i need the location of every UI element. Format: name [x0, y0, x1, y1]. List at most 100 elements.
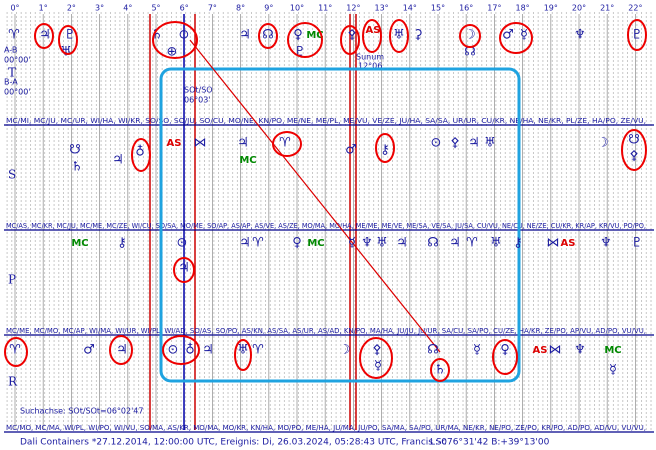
footer: Dali Containers *27.12.2014, 12:00:00 UT… — [20, 438, 447, 448]
planet-glyph: ♆ — [361, 236, 373, 251]
highlight-circle — [131, 138, 151, 172]
aspect-list: MC/ME, MC/MO, MC/AP, WI/MA, WI/UR, WI/PL… — [6, 327, 646, 335]
highlight-circle — [109, 335, 133, 365]
degree-label: 0° — [10, 4, 19, 13]
planet-glyph: ♂ — [83, 343, 95, 358]
degree-label: 18° — [516, 4, 530, 13]
planet-glyph: ♁ — [185, 343, 195, 358]
note: 06°03' — [184, 96, 211, 105]
planet-glyph: ♈ — [8, 28, 20, 43]
planet-glyph: ♈ — [252, 343, 264, 358]
planet-glyph: ☋ — [628, 133, 640, 148]
planet-glyph: AS — [561, 238, 576, 249]
highlight-circle — [621, 129, 647, 171]
planet-glyph: MC — [604, 345, 621, 356]
planet-glyph: ☿ — [374, 359, 382, 374]
planet-glyph: ♃ — [237, 136, 249, 151]
degree-label: 10° — [290, 4, 304, 13]
degree-label: 17° — [487, 4, 501, 13]
highlight-circle — [389, 19, 409, 53]
note: 00°00' — [4, 56, 31, 65]
planet-glyph: MC — [71, 238, 88, 249]
planet-glyph: ♇ — [64, 28, 76, 43]
planet-glyph: ♃ — [449, 236, 461, 251]
coords: L:-076°31'42 B:+39°13'00 — [430, 438, 550, 448]
planet-glyph: ♃ — [39, 28, 51, 43]
planet-glyph: ⚷ — [380, 143, 390, 158]
planet-glyph: ⊙ — [431, 136, 442, 151]
planet-glyph: ♄ — [434, 363, 446, 378]
planet-glyph: ♃ — [468, 136, 480, 151]
degree-label: 7° — [208, 4, 217, 13]
degree-label: 20° — [572, 4, 586, 13]
highlight-circle — [258, 23, 278, 49]
planet-glyph: AS — [533, 345, 548, 356]
note: 00°00' — [4, 88, 31, 97]
planet-glyph: ♃ — [202, 343, 214, 358]
planet-glyph: ♅ — [393, 28, 405, 43]
degree-label: 11° — [318, 4, 332, 13]
aspect-list: MC/AS, MC/KR, MC/JU, MC/ME, MC/ZE, WI/CU… — [6, 222, 646, 230]
highlight-circle — [499, 22, 533, 54]
planet-glyph: ♇ — [631, 236, 643, 251]
planet-glyph: ♀ — [293, 28, 303, 43]
planet-glyph: ♈ — [9, 343, 21, 358]
planet-glyph: ♄ — [151, 28, 163, 43]
degree-label: 21° — [600, 4, 614, 13]
planet-glyph: ♆ — [574, 28, 586, 43]
planet-glyph: MC — [306, 30, 323, 41]
planet-glyph: ⊙ — [179, 28, 190, 43]
degree-label: 16° — [459, 4, 473, 13]
planet-glyph: ♅ — [237, 343, 249, 358]
planet-glyph: ♁ — [135, 145, 145, 160]
highlight-circle — [459, 24, 481, 48]
highlight-circle — [162, 335, 200, 365]
row-label: T — [8, 66, 16, 80]
planet-glyph: ⚴ — [629, 149, 639, 164]
planet-glyph: MC — [239, 155, 256, 166]
planet-glyph: ⊕ — [167, 45, 178, 60]
planet-glyph: ♃ — [112, 153, 124, 168]
highlight-circle — [492, 339, 518, 375]
planet-glyph: ♈ — [252, 236, 264, 251]
degree-label: 14° — [403, 4, 417, 13]
planet-glyph: ♀ — [292, 236, 302, 251]
degree-label: 19° — [544, 4, 558, 13]
planet-glyph: ☽ — [339, 343, 351, 358]
planet-glyph: ♃ — [116, 343, 128, 358]
note: Suchachse: SOt/SOt=06°02'47 — [20, 407, 143, 416]
note: Sunum — [356, 53, 384, 62]
planet-glyph: AS — [167, 138, 182, 149]
degree-label: 22° — [628, 4, 642, 13]
aspect-list: MC/MI, MC/JU, MC/UR, WI/HA, WI/KR, SO/SO… — [6, 117, 646, 125]
degree-label: 15° — [431, 4, 445, 13]
highlight-circle — [359, 337, 393, 379]
planet-glyph: ♅ — [60, 45, 72, 60]
planet-glyph: ☿ — [348, 236, 356, 251]
planet-glyph: ⚷ — [513, 236, 523, 251]
degree-label: 8° — [236, 4, 245, 13]
row-label: R — [8, 375, 18, 389]
planet-glyph: ♇ — [631, 28, 643, 43]
degree-label: 13° — [375, 4, 389, 13]
note: A-B — [4, 46, 17, 55]
planet-glyph: ☽ — [597, 136, 609, 151]
degree-label: 1° — [39, 4, 48, 13]
planet-glyph: ♆ — [574, 343, 586, 358]
planet-glyph: ♇ — [294, 45, 306, 60]
planet-glyph: ♃ — [239, 236, 251, 251]
highlight-circle — [430, 358, 450, 382]
planet-glyph: ♆ — [600, 236, 612, 251]
highlight-circle — [34, 23, 54, 49]
planet-glyph: ☊ — [427, 343, 439, 358]
degree-label: 6° — [180, 4, 189, 13]
planet-glyph: ♈ — [279, 136, 291, 151]
planet-glyph: ♂ — [345, 143, 357, 158]
note: 12°06 — [358, 62, 382, 71]
search-box — [159, 67, 521, 383]
planet-glyph: ☊ — [262, 28, 274, 43]
highlight-circle — [287, 22, 323, 58]
degree-label: 2° — [67, 4, 76, 13]
highlight-circle — [58, 25, 78, 55]
